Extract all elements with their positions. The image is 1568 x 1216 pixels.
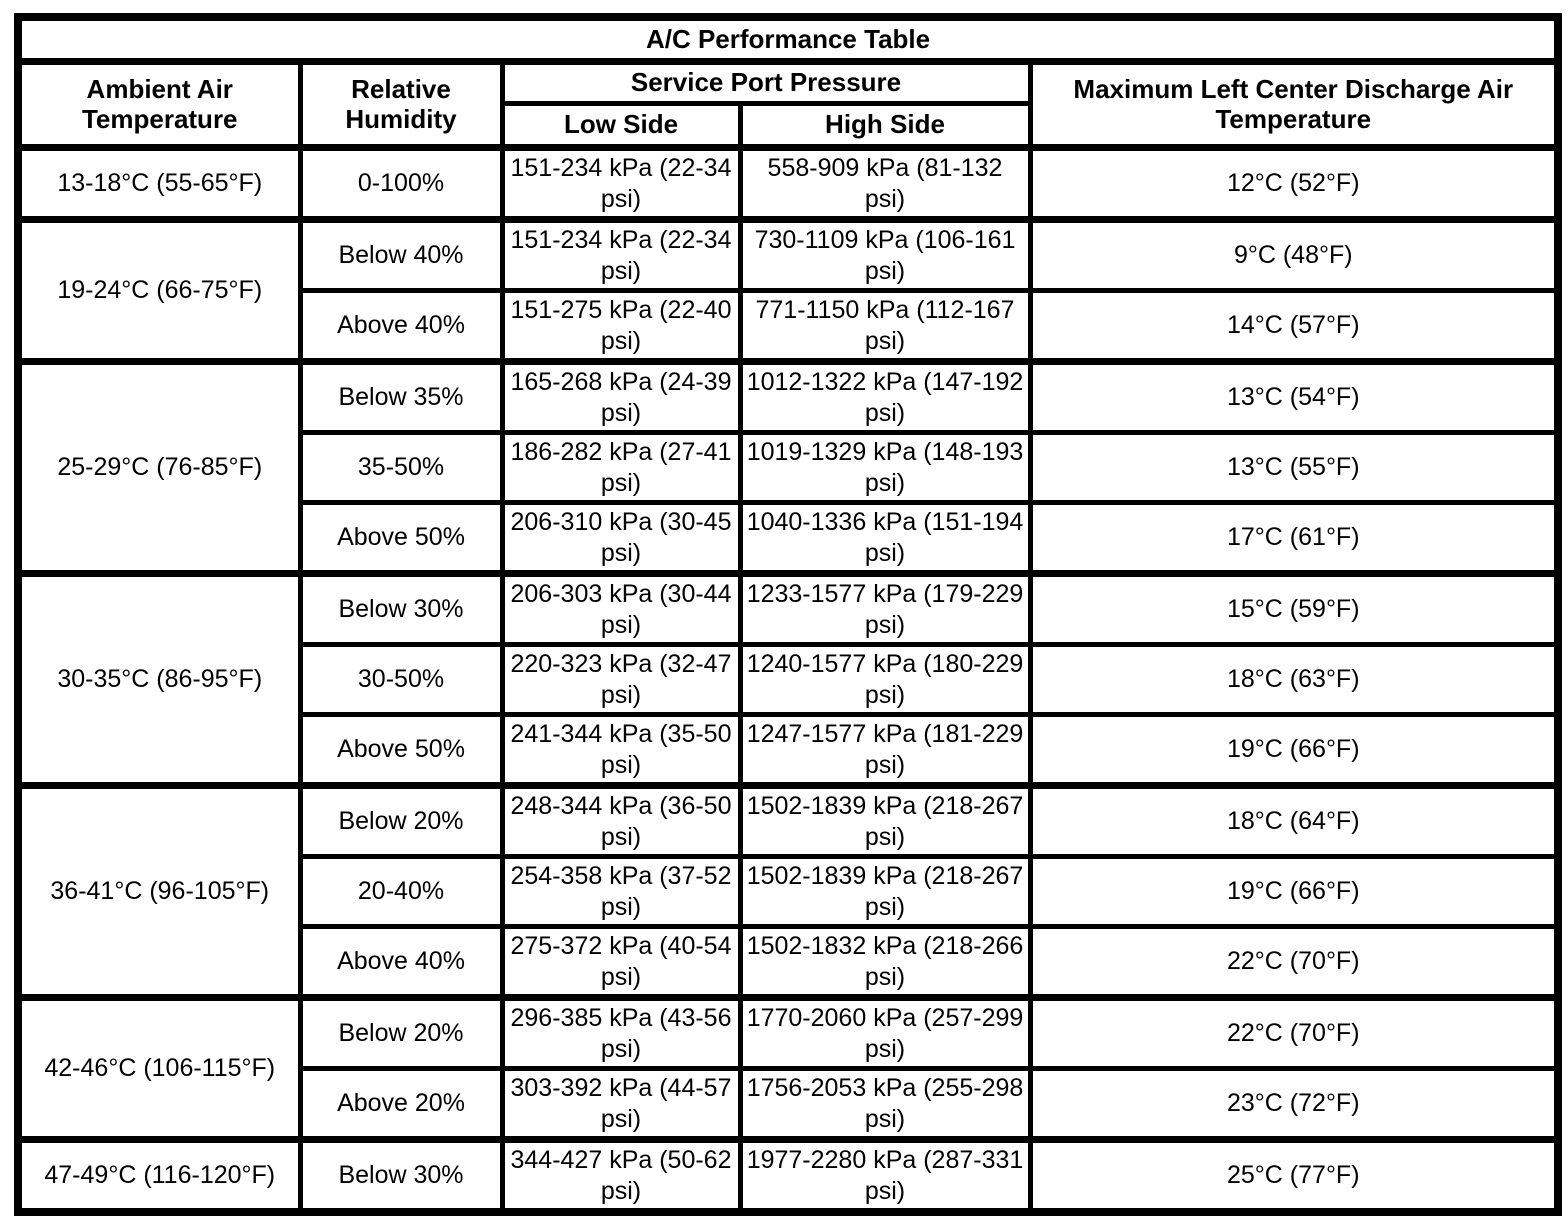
discharge-air-temperature-cell: 13°C (54°F) (1027, 358, 1561, 435)
column-header-low-side: Low Side (499, 101, 743, 151)
high-side-pressure-cell: 730-1109 kPa (106-161 psi) (737, 216, 1033, 293)
high-side-pressure-cell: 1502-1832 kPa (218-266 psi) (737, 924, 1033, 1000)
column-header-high-side: High Side (737, 101, 1033, 151)
discharge-air-temperature-cell: 15°C (59°F) (1027, 570, 1561, 647)
high-side-pressure-cell: 1240-1577 kPa (180-229 psi) (737, 642, 1033, 717)
table-row: 47-49°C (116-120°F) Below 30% 344-427 kPa … (15, 1136, 1561, 1215)
relative-humidity-cell: 20-40% (297, 854, 505, 929)
ambient-temperature-cell: 13-18°C (55-65°F) (15, 144, 303, 222)
high-side-pressure-cell: 1019-1329 kPa (148-193 psi) (737, 430, 1033, 505)
discharge-air-temperature-cell: 13°C (55°F) (1027, 430, 1561, 505)
relative-humidity-cell: Below 20% (297, 994, 505, 1071)
discharge-air-temperature-cell: 19°C (66°F) (1027, 712, 1561, 788)
relative-humidity-cell: Below 40% (297, 216, 505, 293)
low-side-pressure-cell: 151-234 kPa (22-34 psi) (499, 216, 743, 293)
high-side-pressure-cell: 558-909 kPa (81-132 psi) (737, 144, 1033, 222)
discharge-air-temperature-cell: 25°C (77°F) (1027, 1136, 1561, 1215)
low-side-pressure-cell: 241-344 kPa (35-50 psi) (499, 712, 743, 788)
high-side-pressure-cell: 1012-1322 kPa (147-192 psi) (737, 358, 1033, 435)
low-side-pressure-cell: 165-268 kPa (24-39 psi) (499, 358, 743, 435)
relative-humidity-cell: Above 50% (297, 500, 505, 576)
relative-humidity-cell: 30-50% (297, 642, 505, 717)
table-title-row: A/C Performance Table (15, 14, 1561, 65)
relative-humidity-cell: Above 20% (297, 1066, 505, 1142)
column-header-ambient-air-temperature: Ambient Air Temperature (15, 59, 303, 151)
relative-humidity-cell: Below 35% (297, 358, 505, 435)
table-row: 30-35°C (86-95°F) Below 30% 206-303 kPa (3… (15, 570, 1561, 788)
low-side-pressure-cell: 254-358 kPa (37-52 psi) (499, 854, 743, 929)
table-row: 30-50% 220-323 kPa (32-47 psi) 1240-1577 k… (18, 642, 1561, 717)
header-row-top: Ambient Air Temperature Relative Humidit… (15, 59, 1561, 151)
discharge-air-temperature-cell: 9°C (48°F) (1027, 216, 1561, 293)
relative-humidity-cell: 35-50% (297, 430, 505, 505)
header-row-sub: Low Side High Side (18, 101, 1558, 151)
table-header: A/C Performance Table Ambient Air Temper… (15, 14, 1561, 151)
relative-humidity-cell: Below 30% (297, 570, 505, 647)
high-side-pressure-cell: 1770-2060 kPa (257-299 psi) (737, 994, 1033, 1071)
column-header-max-discharge-air-temperature: Maximum Left Center Discharge Air Temper… (1027, 59, 1561, 151)
high-side-pressure-cell: 1756-2053 kPa (255-298 psi) (737, 1066, 1033, 1142)
ambient-temperature-cell: 47-49°C (116-120°F) (15, 1136, 303, 1215)
table-row: 20-40% 254-358 kPa (37-52 psi) 1502-1839 k… (18, 854, 1561, 929)
column-header-service-port-pressure: Service Port Pressure (499, 59, 1033, 106)
discharge-air-temperature-cell: 18°C (64°F) (1027, 782, 1561, 859)
relative-humidity-cell: Above 40% (297, 924, 505, 1000)
high-side-pressure-cell: 1502-1839 kPa (218-267 psi) (737, 782, 1033, 859)
table-row: 42-46°C (106-115°F) Below 20% 296-385 kPa … (15, 994, 1561, 1142)
ambient-temperature-cell: 36-41°C (96-105°F) (15, 782, 303, 1000)
table-row: 13-18°C (55-65°F) 0-100% 151-234 kPa (22-3… (15, 144, 1561, 222)
table-row: Above 50% 206-310 kPa (30-45 psi) 1040-133… (18, 500, 1561, 576)
high-side-pressure-cell: 1977-2280 kPa (287-331 psi) (737, 1136, 1033, 1215)
table-row: Above 20% 303-392 kPa (44-57 psi) 1756-205… (18, 1066, 1561, 1142)
table-title: A/C Performance Table (15, 14, 1561, 65)
low-side-pressure-cell: 206-303 kPa (30-44 psi) (499, 570, 743, 647)
table-row: 25-29°C (76-85°F) Below 35% 165-268 kPa (2… (15, 358, 1561, 576)
relative-humidity-cell: 0-100% (297, 144, 505, 222)
table-row: 19-24°C (66-75°F) Below 40% 151-234 kPa (2… (15, 216, 1561, 364)
high-side-pressure-cell: 1502-1839 kPa (218-267 psi) (737, 854, 1033, 929)
relative-humidity-cell: Below 20% (297, 782, 505, 859)
ambient-temperature-cell: 19-24°C (66-75°F) (15, 216, 303, 364)
discharge-air-temperature-cell: 12°C (52°F) (1027, 144, 1561, 222)
discharge-air-temperature-cell: 23°C (72°F) (1027, 1066, 1561, 1142)
low-side-pressure-cell: 275-372 kPa (40-54 psi) (499, 924, 743, 1000)
table-row: Above 40% 275-372 kPa (40-54 psi) 1502-183… (18, 924, 1561, 1000)
ambient-temperature-cell: 30-35°C (86-95°F) (15, 570, 303, 788)
discharge-air-temperature-cell: 22°C (70°F) (1027, 924, 1561, 1000)
low-side-pressure-cell: 303-392 kPa (44-57 psi) (499, 1066, 743, 1142)
ambient-temperature-cell: 25-29°C (76-85°F) (15, 358, 303, 576)
discharge-air-temperature-cell: 17°C (61°F) (1027, 500, 1561, 576)
discharge-air-temperature-cell: 14°C (57°F) (1027, 288, 1561, 364)
high-side-pressure-cell: 1247-1577 kPa (181-229 psi) (737, 712, 1033, 788)
table-row: 36-41°C (96-105°F) Below 20% 248-344 kPa (… (15, 782, 1561, 1000)
low-side-pressure-cell: 186-282 kPa (27-41 psi) (499, 430, 743, 505)
ac-performance-table: A/C Performance Table Ambient Air Temper… (14, 13, 1563, 1216)
high-side-pressure-cell: 771-1150 kPa (112-167 psi) (737, 288, 1033, 364)
discharge-air-temperature-cell: 19°C (66°F) (1027, 854, 1561, 929)
table-row: Above 40% 151-275 kPa (22-40 psi) 771-1150… (18, 288, 1561, 364)
discharge-air-temperature-cell: 18°C (63°F) (1027, 642, 1561, 717)
ambient-temperature-cell: 42-46°C (106-115°F) (15, 994, 303, 1142)
table-body: 13-18°C (55-65°F) 0-100% 151-234 kPa (22-3… (15, 144, 1561, 1215)
low-side-pressure-cell: 151-234 kPa (22-34 psi) (499, 144, 743, 222)
high-side-pressure-cell: 1233-1577 kPa (179-229 psi) (737, 570, 1033, 647)
low-side-pressure-cell: 344-427 kPa (50-62 psi) (499, 1136, 743, 1215)
column-header-relative-humidity: Relative Humidity (297, 59, 505, 151)
low-side-pressure-cell: 206-310 kPa (30-45 psi) (499, 500, 743, 576)
relative-humidity-cell: Above 50% (297, 712, 505, 788)
high-side-pressure-cell: 1040-1336 kPa (151-194 psi) (737, 500, 1033, 576)
low-side-pressure-cell: 296-385 kPa (43-56 psi) (499, 994, 743, 1071)
low-side-pressure-cell: 220-323 kPa (32-47 psi) (499, 642, 743, 717)
low-side-pressure-cell: 151-275 kPa (22-40 psi) (499, 288, 743, 364)
table-row: 35-50% 186-282 kPa (27-41 psi) 1019-1329 k… (18, 430, 1561, 505)
relative-humidity-cell: Below 30% (297, 1136, 505, 1215)
discharge-air-temperature-cell: 22°C (70°F) (1027, 994, 1561, 1071)
table-row: Above 50% 241-344 kPa (35-50 psi) 1247-157… (18, 712, 1561, 788)
relative-humidity-cell: Above 40% (297, 288, 505, 364)
low-side-pressure-cell: 248-344 kPa (36-50 psi) (499, 782, 743, 859)
